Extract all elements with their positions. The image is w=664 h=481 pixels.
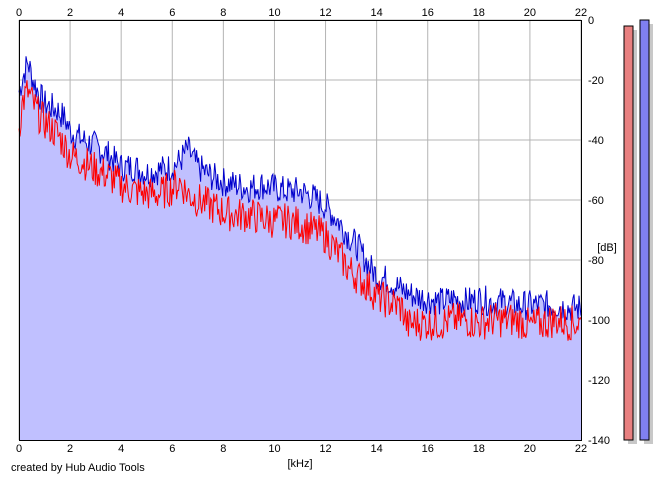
x-tick-bottom-4: 8 <box>220 443 226 455</box>
x-tick-bottom-5: 10 <box>268 443 280 455</box>
x-tick-bottom-8: 16 <box>422 443 434 455</box>
x-tick-top-2: 4 <box>118 7 124 19</box>
x-tick-top-3: 6 <box>169 7 175 19</box>
y-tick-4: -80 <box>588 255 604 267</box>
x-tick-bottom-2: 4 <box>118 443 124 455</box>
tick-labels: 002244668810101212141416161818202022220-… <box>16 7 610 455</box>
x-tick-top-9: 18 <box>473 7 485 19</box>
y-tick-5: -100 <box>588 315 610 327</box>
spectrum-area <box>19 56 581 441</box>
x-tick-top-5: 10 <box>268 7 280 19</box>
x-tick-top-11: 22 <box>575 7 587 19</box>
level-meter-blue <box>639 19 650 441</box>
x-tick-top-6: 12 <box>319 7 331 19</box>
level-meter-red <box>623 25 634 441</box>
x-tick-bottom-9: 18 <box>473 443 485 455</box>
y-tick-3: -60 <box>588 195 604 207</box>
credit-text: created by Hub Audio Tools <box>11 462 145 474</box>
x-tick-top-4: 8 <box>220 7 226 19</box>
level-meters <box>623 19 653 444</box>
spectrum-fill <box>19 56 581 441</box>
x-tick-bottom-6: 12 <box>319 443 331 455</box>
x-tick-top-0: 0 <box>16 7 22 19</box>
y-tick-6: -120 <box>588 375 610 387</box>
x-axis-label: [kHz] <box>287 458 312 470</box>
x-tick-bottom-3: 6 <box>169 443 175 455</box>
y-tick-2: -40 <box>588 135 604 147</box>
x-tick-bottom-10: 20 <box>524 443 536 455</box>
x-tick-bottom-0: 0 <box>16 443 22 455</box>
y-tick-0: 0 <box>588 15 594 27</box>
x-tick-top-8: 16 <box>422 7 434 19</box>
x-tick-top-1: 2 <box>67 7 73 19</box>
x-tick-bottom-11: 22 <box>575 443 587 455</box>
plot-border <box>19 20 582 441</box>
y-axis-label: [dB] <box>597 242 617 254</box>
x-tick-top-10: 20 <box>524 7 536 19</box>
y-tick-7: -140 <box>588 435 610 447</box>
series-line-red <box>18 80 582 341</box>
series-layer <box>18 56 582 341</box>
y-tick-1: -20 <box>588 75 604 87</box>
x-tick-top-7: 14 <box>371 7 383 19</box>
series-line-blue <box>18 56 582 322</box>
x-tick-bottom-7: 14 <box>371 443 383 455</box>
x-tick-bottom-1: 2 <box>67 443 73 455</box>
